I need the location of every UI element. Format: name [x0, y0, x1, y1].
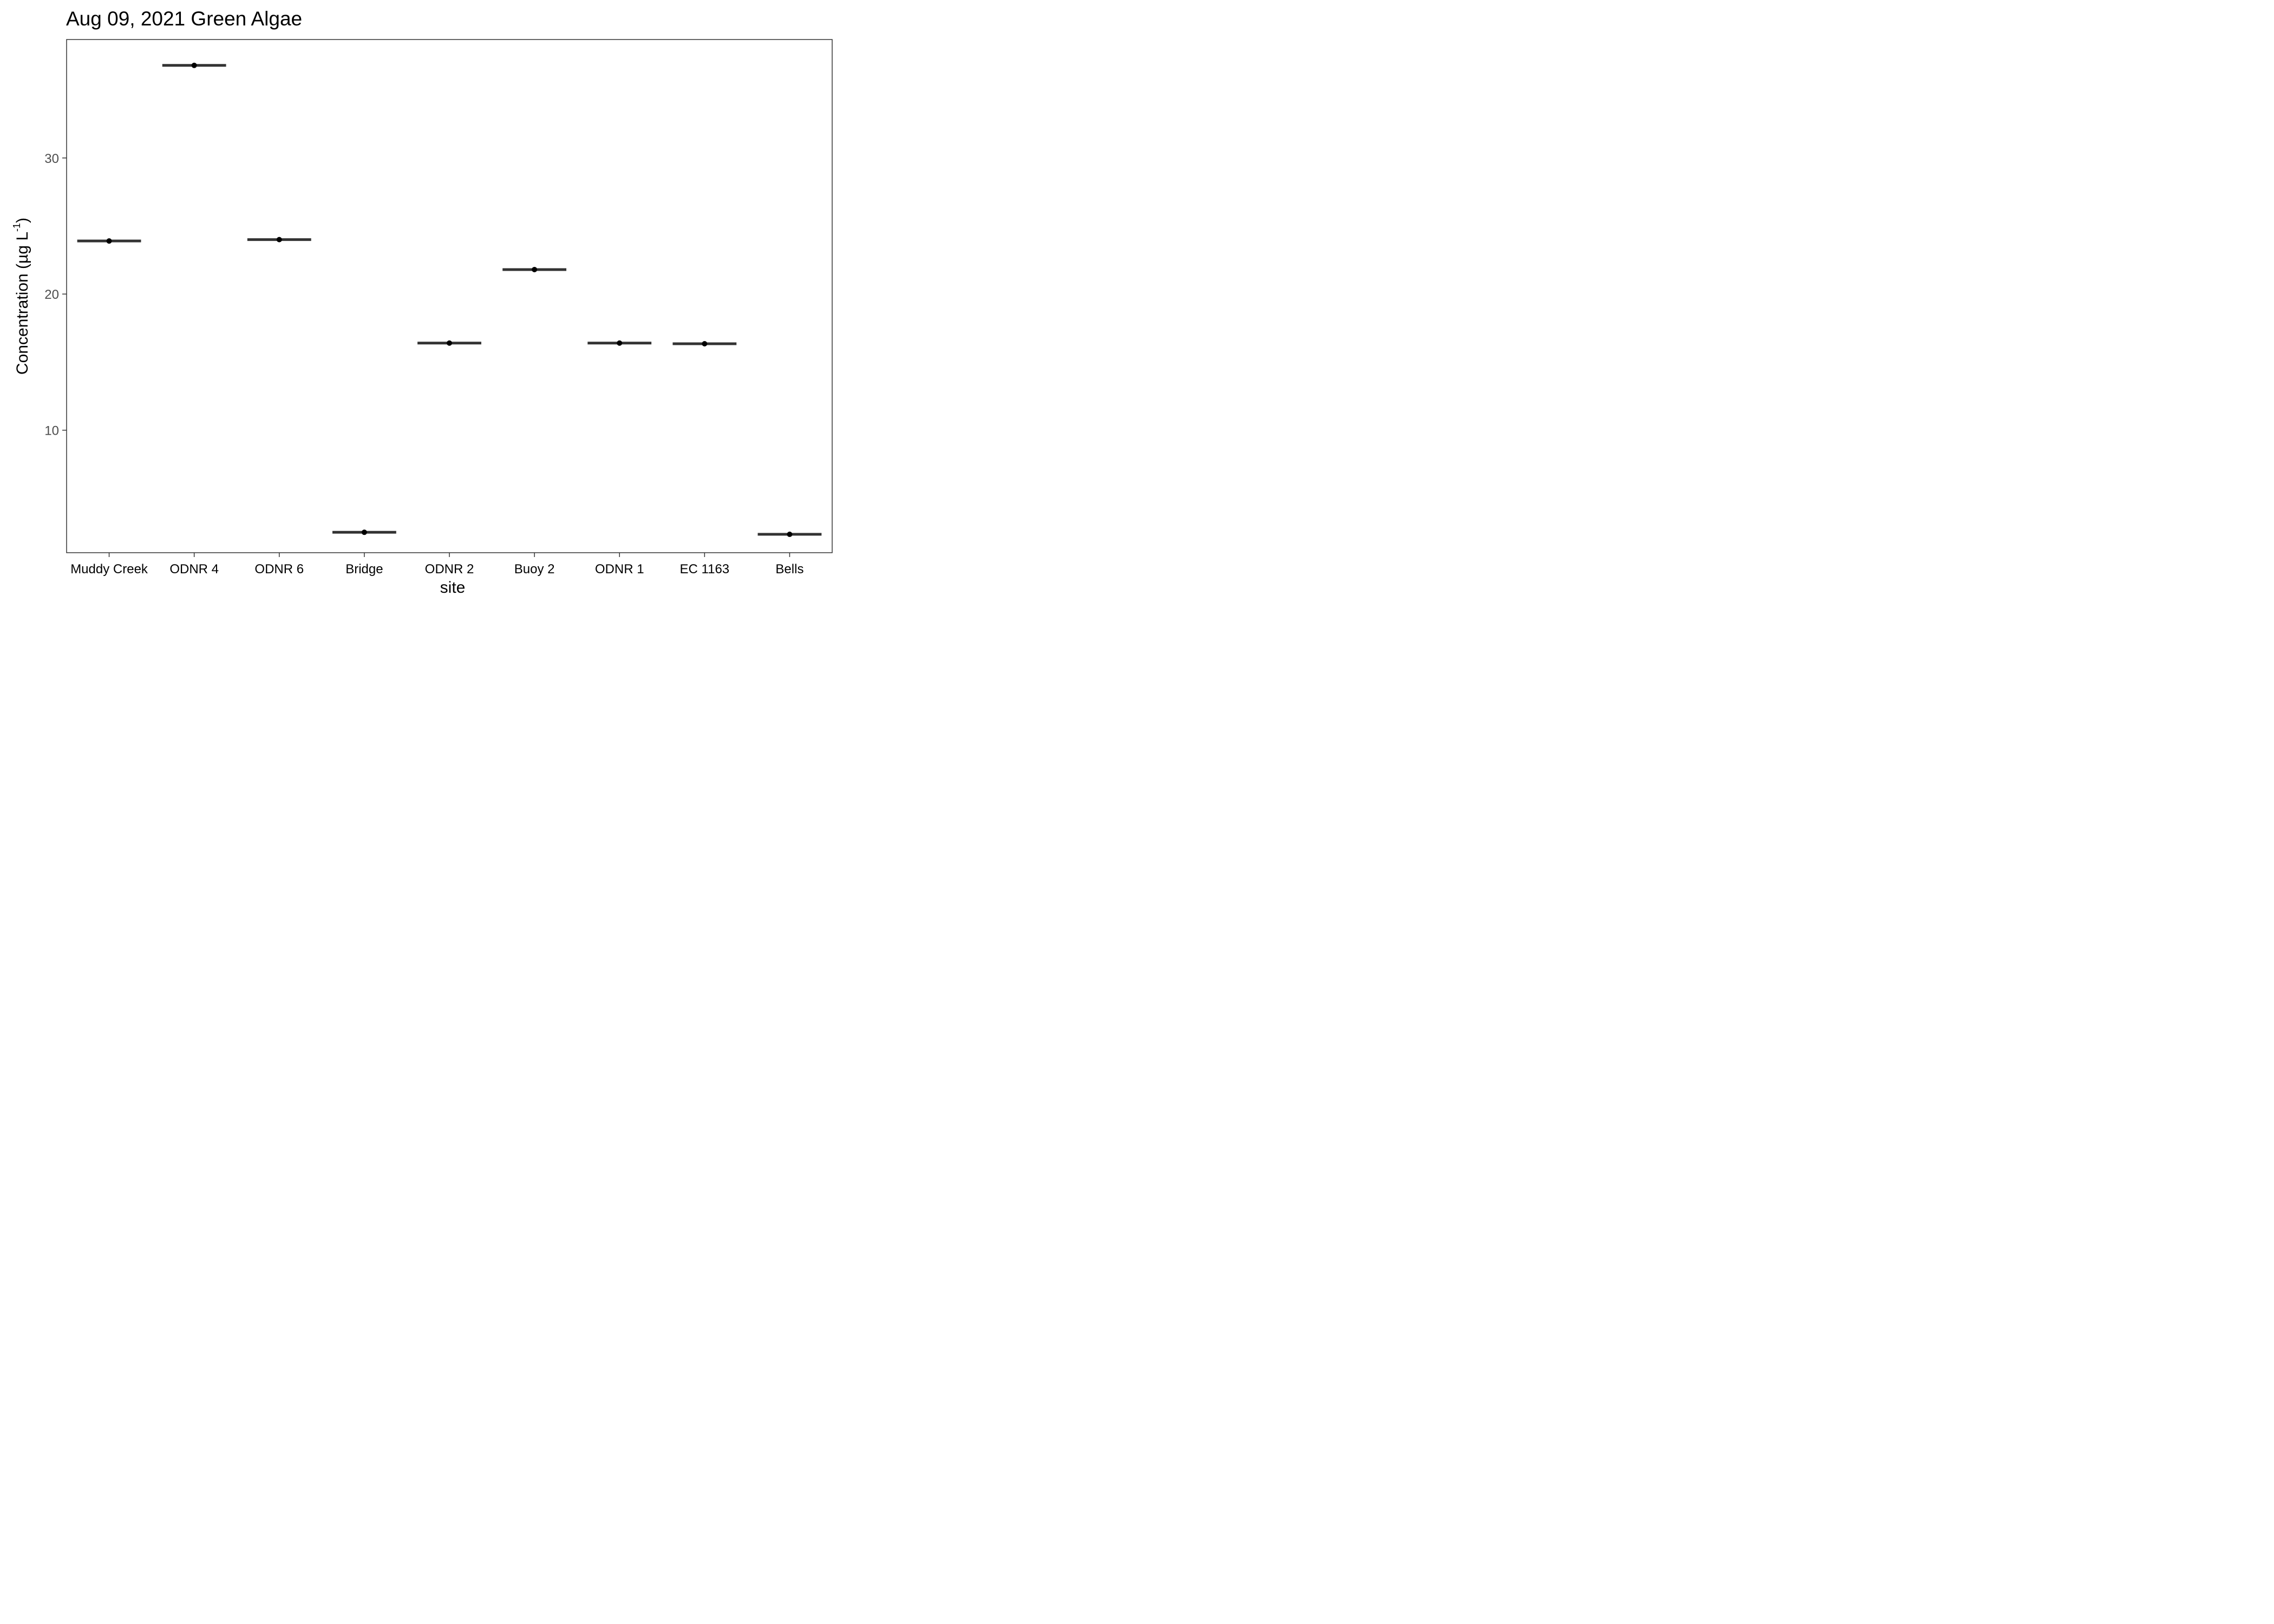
y-tick-label: 20 [44, 287, 59, 302]
y-axis: 10 20 30 [44, 152, 67, 438]
x-tick-label: Bells [775, 562, 803, 577]
x-tick-label: Bridge [345, 562, 383, 577]
data-point [617, 340, 623, 346]
x-tick-label: ODNR 6 [254, 562, 304, 577]
x-axis-title: site [440, 579, 466, 597]
data-point [191, 62, 197, 68]
data-marks [77, 62, 822, 538]
chart-title: Aug 09, 2021 Green Algae [66, 8, 302, 30]
data-point [787, 532, 793, 538]
data-point [702, 341, 708, 347]
y-tick-label: 30 [44, 152, 59, 166]
x-tick-label: EC 1163 [680, 562, 730, 577]
x-axis: Muddy Creek ODNR 4 ODNR 6 Bridge ODNR 2 Buoy … [70, 553, 803, 577]
data-point [532, 266, 538, 272]
chart: Aug 09, 2021 Green Algae 10 20 30 Muddy Cr… [11, 8, 833, 597]
x-tick-label: ODNR 4 [169, 562, 219, 577]
y-axis-title-superscript: -1 [11, 223, 22, 232]
x-tick-label: ODNR 2 [425, 562, 474, 577]
y-tick-label: 10 [44, 424, 59, 438]
data-point [276, 237, 282, 243]
x-tick-label: ODNR 1 [595, 562, 644, 577]
data-point [106, 238, 112, 244]
plot-panel [66, 39, 833, 553]
y-axis-title-main: Concentration (µg L [14, 232, 31, 375]
x-tick-label: Buoy 2 [514, 562, 555, 577]
y-axis-title: Concentration (µg L-1) [11, 218, 31, 375]
data-point [361, 529, 367, 535]
y-axis-title-close: ) [14, 218, 31, 223]
x-tick-label: Muddy Creek [70, 562, 148, 577]
data-point [447, 340, 452, 346]
